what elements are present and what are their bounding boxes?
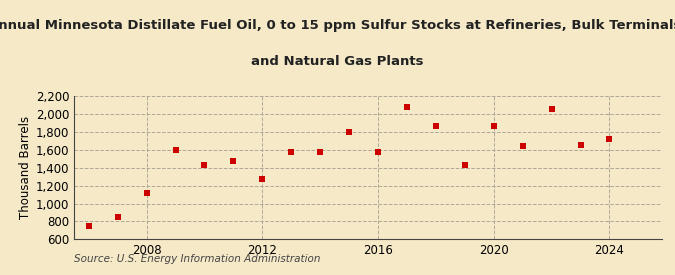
Point [170,148,181,152]
Y-axis label: Thousand Barrels: Thousand Barrels [19,116,32,219]
Point [517,144,528,148]
Point [315,150,325,154]
Point [488,123,499,128]
Point [286,150,296,154]
Point [604,137,615,141]
Point [228,158,239,163]
Point [546,107,557,111]
Point [402,105,412,109]
Point [575,143,586,148]
Point [257,177,268,182]
Point [373,150,383,154]
Point [112,215,123,219]
Text: Annual Minnesota Distillate Fuel Oil, 0 to 15 ppm Sulfur Stocks at Refineries, B: Annual Minnesota Distillate Fuel Oil, 0 … [0,19,675,32]
Point [199,163,210,167]
Point [431,123,441,128]
Point [344,130,354,134]
Point [460,163,470,167]
Point [141,191,152,195]
Text: Source: U.S. Energy Information Administration: Source: U.S. Energy Information Administ… [74,254,321,264]
Point [83,224,94,229]
Text: and Natural Gas Plants: and Natural Gas Plants [251,55,424,68]
